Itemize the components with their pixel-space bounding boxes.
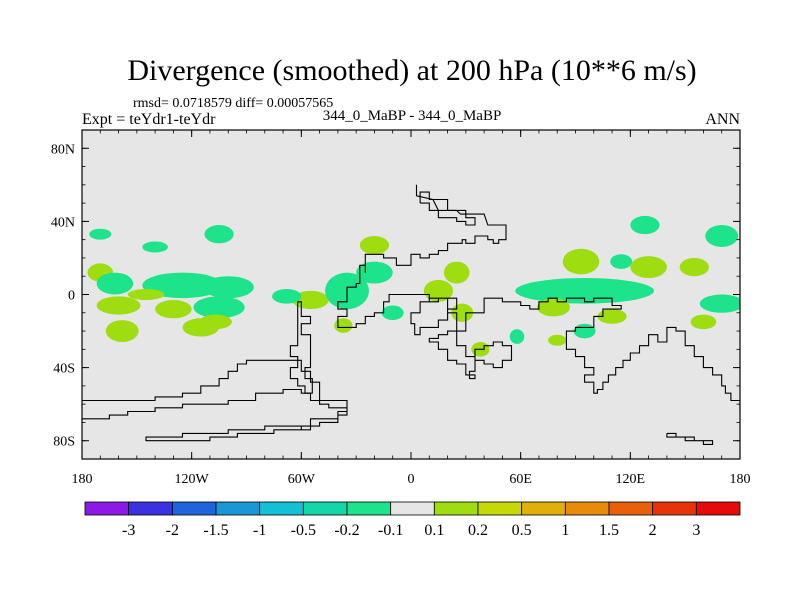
colorbar-swatch — [302, 501, 348, 516]
colorbar-swatch — [84, 501, 130, 516]
chart-title: Divergence (smoothed) at 200 hPa (10**6 … — [127, 54, 696, 87]
anomaly-blob — [334, 318, 353, 333]
x-tick-label: 120W — [175, 472, 210, 487]
coastline — [666, 432, 714, 445]
colorbar-swatch — [608, 501, 654, 516]
anomaly-blob — [127, 289, 165, 300]
colorbar-label: -0.5 — [291, 522, 316, 539]
anomaly-blob — [630, 256, 667, 279]
anomaly-blob — [142, 272, 223, 299]
anomaly-blob — [537, 298, 571, 317]
colorbar-swatch — [564, 501, 610, 516]
colorbar-swatch — [390, 501, 435, 516]
x-tick-label: 0 — [408, 472, 415, 487]
case-label: 344_0_MaBP - 344_0_MaBP — [323, 108, 502, 124]
anomaly-blob — [573, 323, 596, 339]
x-tick-label: 60E — [509, 472, 532, 487]
colorbar-swatch — [128, 501, 173, 516]
anomaly-blob — [359, 236, 390, 255]
anomaly-blob — [96, 296, 141, 315]
anomaly-blob — [597, 309, 627, 324]
anomaly-blob — [202, 276, 254, 299]
colorbar-label: -0.2 — [334, 522, 359, 539]
anomaly-blob — [105, 320, 139, 343]
colorbar-label: 3 — [692, 522, 700, 539]
x-tick-label: 120E — [616, 472, 646, 487]
anomaly-blob — [562, 248, 600, 275]
anomaly-blob — [89, 228, 112, 240]
anomaly-blob — [272, 289, 302, 304]
coastline — [289, 301, 313, 394]
colorbar-label: 0.1 — [424, 522, 444, 539]
y-tick-label: 80N — [51, 142, 75, 157]
experiment-label: Expt = teYdr1-teYdr — [82, 111, 216, 128]
y-tick-label: 40N — [51, 215, 75, 230]
anomaly-blob — [679, 257, 709, 277]
colorbar-swatch — [477, 501, 523, 516]
anomaly-blob — [423, 279, 454, 302]
colorbar-label: 0.2 — [468, 522, 488, 539]
x-tick-label: 180 — [72, 472, 93, 487]
anomaly-blob — [182, 318, 220, 337]
anomaly-blob — [630, 215, 660, 235]
colorbar-swatch — [695, 501, 741, 516]
y-tick-label: 0 — [68, 289, 75, 304]
colorbar-label: -1.5 — [203, 522, 228, 539]
coastline-layer — [82, 184, 740, 445]
colorbar-swatch — [215, 501, 261, 516]
coastline — [419, 191, 476, 226]
anomaly-blob — [381, 305, 404, 321]
colorbar-label: -0.1 — [378, 522, 403, 539]
colorbar-label: -2 — [166, 522, 179, 539]
anomaly-blob — [509, 329, 525, 344]
anomaly-blob — [96, 272, 134, 295]
anomaly-blob — [705, 225, 739, 247]
x-tick-label: 180 — [730, 472, 751, 487]
anomaly-fill-layer — [87, 215, 740, 357]
y-tick-label: 40S — [53, 362, 75, 377]
anomaly-blob — [193, 296, 245, 319]
colorbar-label: 1 — [561, 522, 569, 539]
x-axis: 180 120W 60W 0 60E 120E 180 — [72, 130, 751, 487]
colorbar-label: 0.5 — [512, 522, 532, 539]
colorbar-swatch — [652, 501, 697, 516]
anomaly-blob — [548, 334, 567, 346]
y-axis: 80N 40N 0 40S 80S — [51, 142, 740, 450]
colorbar-swatch — [521, 501, 566, 516]
colorbar-label: -1 — [253, 522, 266, 539]
colorbar-swatch — [346, 501, 392, 516]
anomaly-blob — [155, 299, 192, 319]
anomaly-blob — [690, 314, 717, 330]
stats-line: rmsd= 0.0718579 diff= 0.00057565 — [133, 96, 333, 111]
colorbar-label: -3 — [122, 522, 135, 539]
colorbar-label: 1.5 — [599, 522, 619, 539]
colorbar-swatch — [433, 501, 479, 516]
anomaly-blob — [204, 225, 234, 244]
anomaly-blob — [610, 254, 633, 269]
colorbar-label: 2 — [649, 522, 657, 539]
anomaly-blob — [443, 261, 470, 284]
anomaly-blob — [142, 241, 168, 253]
season-label: ANN — [705, 111, 740, 128]
coastline — [337, 184, 740, 412]
y-tick-label: 80S — [53, 435, 75, 450]
coastline — [82, 359, 348, 442]
x-tick-label: 60W — [288, 472, 316, 487]
colorbar-swatch — [259, 501, 304, 516]
colorbar: -3 -2 -1.5 -1 -0.5 -0.2 -0.1 0.1 0.2 0.5 1 1.5 2 3 — [84, 501, 741, 539]
anomaly-blob — [699, 294, 740, 313]
colorbar-swatch — [171, 501, 217, 516]
